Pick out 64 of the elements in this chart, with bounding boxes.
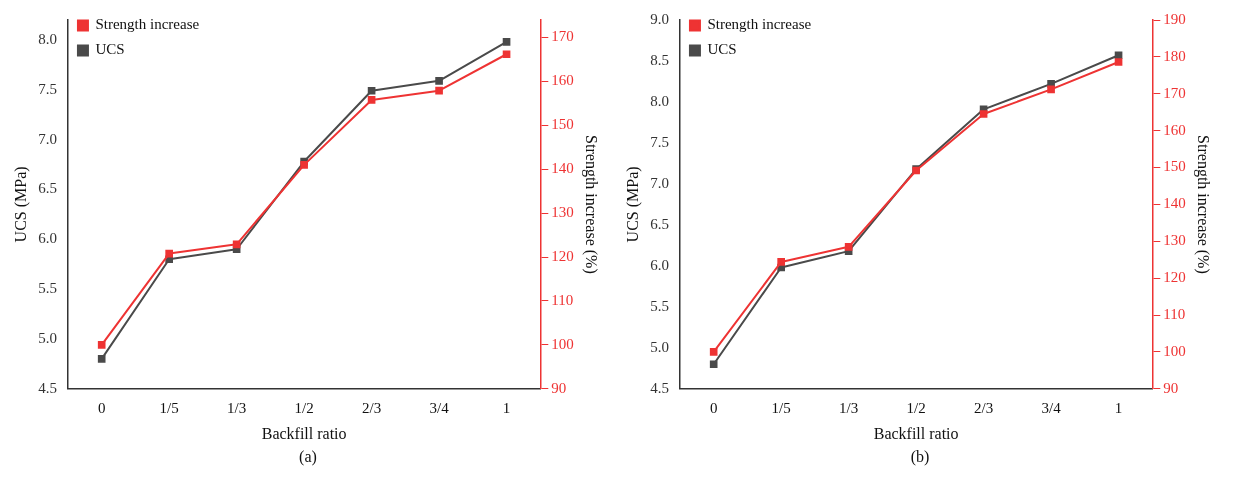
x-tick-label: 1/2: [906, 399, 926, 416]
y2-tick-label: 90: [551, 379, 567, 396]
x-tick-label: 3/4: [1041, 399, 1062, 416]
text: (b): [909, 448, 931, 466]
y2-tick-label: 190: [1163, 10, 1186, 27]
y2-tick-label: 180: [1163, 47, 1186, 64]
y2-tick-label: 110: [551, 291, 574, 308]
y2-tick-label: 140: [551, 160, 574, 177]
y-tick-label: 5.0: [650, 338, 669, 355]
text: (a): [298, 448, 318, 466]
x-tick-label: 3/4: [429, 399, 450, 416]
legend-label: UCS: [707, 41, 737, 58]
y-tick-label: 7.0: [38, 130, 57, 147]
x-tick-label: 1/2: [294, 399, 314, 416]
y2-axis-title: Strength increase (%): [1194, 135, 1213, 274]
x-axis-title: Backfill ratio: [873, 424, 959, 442]
x-tick-label: 0: [97, 399, 106, 416]
y-axis-title: UCS (MPa): [11, 166, 30, 243]
x-tick-label: 1: [1114, 399, 1123, 416]
y2-tick-label: 120: [551, 248, 574, 265]
y2-axis-title: Strength increase (%): [582, 135, 601, 274]
legend-label: UCS: [95, 41, 125, 58]
y2-tick-label: 150: [1163, 158, 1186, 175]
x-axis-title: Backfill ratio: [261, 424, 347, 442]
y-axis-title: UCS (MPa): [623, 166, 642, 243]
y-tick-label: 7.0: [650, 174, 669, 191]
y2-tick-label: 100: [551, 335, 574, 352]
x-tick-label: 1/5: [771, 399, 791, 416]
y-tick-label: 7.5: [38, 80, 57, 97]
x-tick-label: 0: [709, 399, 718, 416]
y-tick-label: 6.0: [38, 230, 57, 247]
y2-tick-label: 130: [551, 204, 574, 221]
x-tick-label: 1: [502, 399, 511, 416]
legend-label: Strength increase: [707, 16, 812, 33]
y-tick-label: 8.5: [650, 51, 669, 68]
y-tick-label: 4.5: [650, 379, 669, 396]
y-tick-label: 5.0: [38, 329, 57, 346]
y2-tick-label: 110: [1163, 305, 1186, 322]
y-tick-label: 8.0: [38, 30, 57, 47]
y2-tick-label: 120: [1163, 269, 1186, 286]
y2-tick-label: 140: [1163, 195, 1186, 212]
x-tick-label: 2/3: [974, 399, 994, 416]
y2-tick-label: 90: [1163, 379, 1179, 396]
x-tick-label: 1/3: [227, 399, 247, 416]
x-tick-label: 2/3: [362, 399, 382, 416]
y-tick-label: 6.5: [650, 215, 669, 232]
x-tick-label: 1/5: [159, 399, 179, 416]
y-tick-label: 6.5: [38, 180, 57, 197]
y-tick-label: 8.0: [650, 92, 669, 109]
y2-tick-label: 130: [1163, 232, 1186, 249]
y-tick-label: 6.0: [650, 256, 669, 273]
y-tick-label: 4.5: [38, 379, 57, 396]
y-tick-label: 7.5: [650, 133, 669, 150]
y2-tick-label: 160: [551, 72, 574, 89]
y2-tick-label: 150: [551, 116, 574, 133]
y2-tick-label: 170: [1163, 84, 1186, 101]
y-tick-label: 5.5: [650, 297, 669, 314]
legend-label: Strength increase: [95, 16, 200, 33]
x-tick-label: 1/3: [839, 399, 859, 416]
y-tick-label: 5.5: [38, 280, 57, 297]
y-tick-label: 9.0: [650, 10, 669, 27]
y2-tick-label: 170: [551, 28, 574, 45]
y2-tick-label: 100: [1163, 342, 1186, 359]
y2-tick-label: 160: [1163, 121, 1186, 138]
